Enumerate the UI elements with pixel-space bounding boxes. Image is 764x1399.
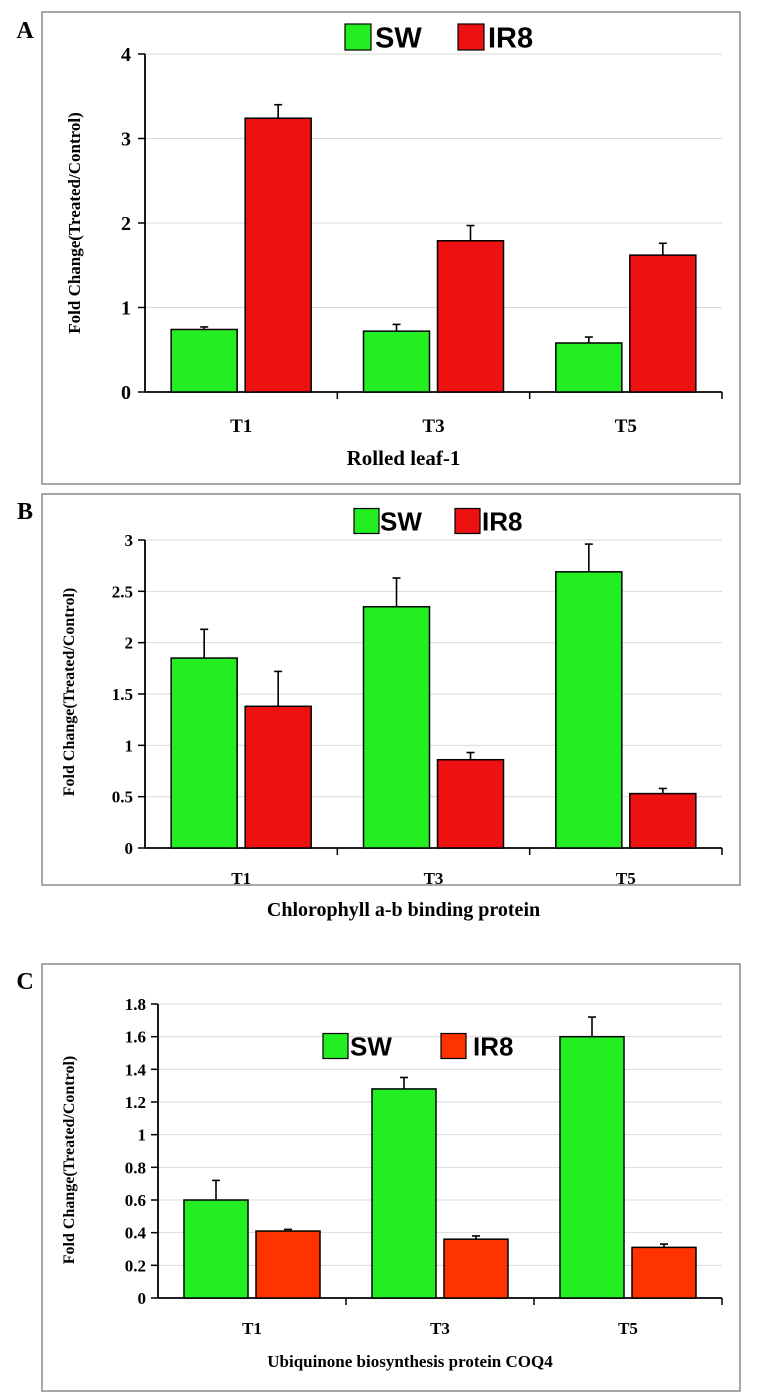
y-tick-label: 1 (125, 736, 134, 755)
bar-ir8-t1 (244, 705, 312, 849)
y-tick-label: 0 (138, 1289, 147, 1308)
bar-sw-t1 (170, 657, 238, 849)
y-axis-label: Fold Change(Treated/Control) (61, 588, 78, 796)
y-tick-label: 0.6 (125, 1191, 146, 1210)
bar-ir8-t3 (436, 758, 505, 849)
bar-sw-t1 (170, 328, 238, 393)
x-tick-label: T1 (231, 869, 251, 888)
x-tick-label: T3 (422, 416, 444, 437)
bar-ir8-t5 (631, 1246, 697, 1299)
x-tick-label: T3 (430, 1319, 450, 1338)
x-axis-label: Ubiquinone biosynthesis protein COQ4 (267, 1352, 553, 1371)
legend-swatch-ir8 (457, 23, 485, 51)
legend: SW IR8 (322, 1031, 513, 1061)
x-tick-label: T3 (424, 869, 444, 888)
legend-swatch-ir8 (454, 507, 481, 535)
x-tick-label: T1 (242, 1319, 262, 1338)
y-tick-label: 0.8 (125, 1158, 146, 1177)
panel-frame (41, 11, 741, 485)
y-tick-label: 4 (121, 44, 131, 66)
x-tick-label: T5 (615, 416, 637, 437)
bar-ir8-t1 (244, 117, 312, 393)
x-axis-label: Rolled leaf-1 (347, 446, 461, 470)
legend-swatch-sw (344, 23, 372, 51)
panel-a: A 0 1 2 3 4 Fold Change(Treated/Control) T1 T3 T5… (16, 11, 741, 485)
y-axis-label: Fold Change(Treated/Control) (65, 112, 84, 333)
legend-label-ir8: IR8 (488, 22, 533, 54)
legend: SW IR8 (353, 506, 522, 536)
y-tick-label: 0.5 (112, 788, 133, 807)
y-tick-label: 2.5 (112, 582, 133, 601)
bar-ir8-t5 (629, 792, 697, 849)
y-tick-label: 0 (121, 382, 131, 404)
panel-label: A (16, 18, 34, 44)
y-tick-label: 1.2 (125, 1093, 146, 1112)
legend-swatch-ir8 (440, 1032, 467, 1060)
y-tick-label: 2 (121, 213, 131, 235)
legend-label-sw: SW (380, 506, 422, 536)
bar-ir8-t1 (255, 1230, 321, 1299)
legend-label-ir8: IR8 (473, 1031, 513, 1061)
x-tick-label: T1 (230, 416, 252, 437)
bar-ir8-t3 (443, 1238, 509, 1299)
y-tick-label: 1.5 (112, 685, 133, 704)
y-tick-label: 1 (138, 1126, 147, 1145)
legend: SW IR8 (344, 22, 533, 54)
y-tick-label: 3 (121, 129, 131, 151)
bar-sw-t5 (559, 1035, 625, 1299)
legend-label-sw: SW (375, 22, 422, 54)
y-tick-label: 0 (125, 839, 134, 858)
bar-ir8-t3 (436, 239, 505, 393)
y-tick-label: 1.8 (125, 995, 146, 1014)
legend-label-sw: SW (350, 1031, 392, 1061)
legend-swatch-sw (322, 1032, 349, 1060)
bar-sw-t3 (362, 330, 431, 393)
y-tick-label: 1.6 (125, 1028, 146, 1047)
y-tick-label: 1.4 (125, 1060, 147, 1079)
panel-b: B 0 0.5 1 1.5 2 2.5 3 Fold Change(Treated/Contro… (17, 493, 741, 921)
bar-sw-t1 (183, 1199, 249, 1299)
y-tick-label: 0.2 (125, 1256, 146, 1275)
x-axis-label: Chlorophyll a-b binding protein (267, 899, 540, 921)
panel-label: C (16, 969, 33, 995)
bar-ir8-t5 (629, 254, 697, 393)
x-tick-label: T5 (618, 1319, 638, 1338)
y-axis-label: Fold Change(Treated/Control) (61, 1056, 78, 1264)
legend-swatch-sw (353, 507, 380, 535)
panel-label: B (17, 499, 33, 525)
bar-sw-t3 (362, 605, 431, 849)
bar-sw-t3 (371, 1088, 437, 1299)
legend-label-ir8: IR8 (482, 506, 522, 536)
panel-c: C 0 0.2 0.4 0.6 0.8 1 1.2 1.4 1.6 1.8 Fold Change(T… (16, 963, 741, 1392)
y-tick-label: 2 (125, 634, 134, 653)
y-tick-label: 1 (121, 298, 131, 320)
bar-sw-t5 (555, 571, 623, 849)
y-tick-label: 0.4 (125, 1224, 147, 1243)
bar-sw-t5 (555, 342, 623, 393)
x-tick-label: T5 (616, 869, 636, 888)
y-tick-label: 3 (125, 531, 134, 550)
